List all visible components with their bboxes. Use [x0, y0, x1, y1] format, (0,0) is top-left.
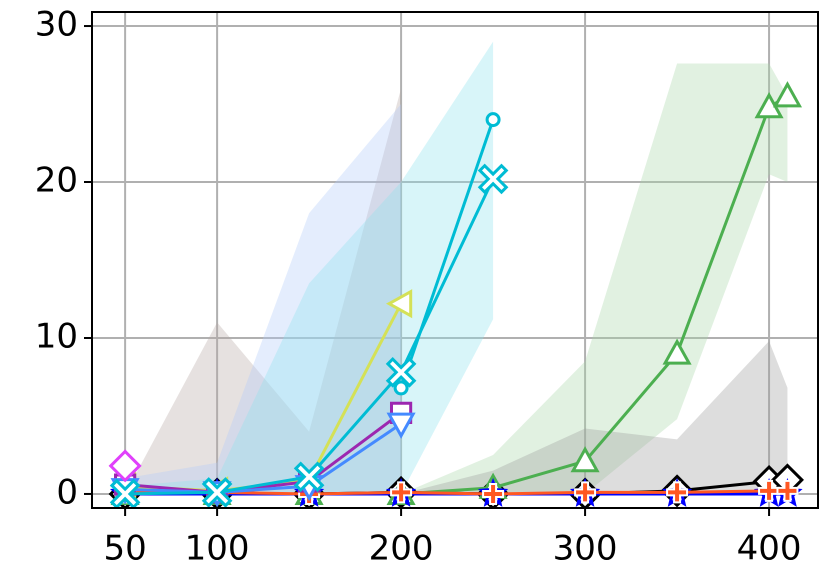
- marker: [293, 461, 325, 493]
- plot-area: [108, 41, 804, 508]
- plot-frame: [91, 11, 819, 509]
- marker: [108, 449, 142, 483]
- marker: [570, 446, 600, 473]
- marker: [666, 481, 689, 504]
- band: [401, 63, 788, 494]
- marker: [386, 412, 416, 439]
- marker: [201, 477, 233, 508]
- marker: [109, 478, 141, 508]
- band: [125, 104, 402, 494]
- y-tick-label: 0: [56, 472, 78, 512]
- marker: [485, 112, 501, 128]
- band: [125, 88, 402, 494]
- y-tick-label: 20: [35, 161, 78, 201]
- x-tick-label: 300: [553, 529, 618, 569]
- series-line: [124, 411, 402, 494]
- marker: [393, 380, 409, 396]
- marker: [574, 481, 597, 504]
- marker: [386, 289, 413, 319]
- marker: [776, 479, 799, 502]
- x-tick-label: 400: [737, 529, 802, 569]
- x-tick-label: 100: [185, 529, 250, 569]
- marker: [477, 163, 509, 195]
- marker: [758, 479, 781, 502]
- y-tick-label: 30: [35, 5, 78, 45]
- series-line: [125, 422, 402, 494]
- marker: [482, 482, 505, 505]
- x-tick-label: 50: [103, 529, 146, 569]
- x-tick-label: 200: [369, 529, 434, 569]
- marker: [390, 481, 413, 504]
- band: [401, 341, 788, 494]
- y-tick-label: 10: [35, 316, 78, 356]
- marker: [772, 81, 803, 108]
- marker: [662, 338, 692, 365]
- marker: [385, 356, 417, 388]
